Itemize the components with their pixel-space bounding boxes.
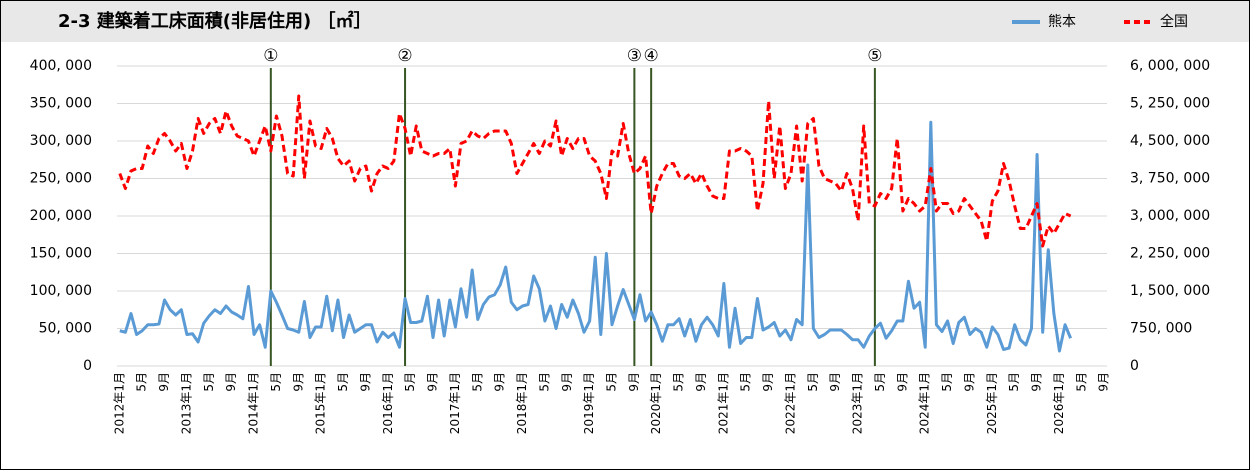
title-bar xyxy=(1,1,1249,42)
x-tick-label: 9月 xyxy=(157,372,171,392)
y-tick-label: 150, 000 xyxy=(30,246,92,262)
x-tick-label: 9月 xyxy=(560,372,574,392)
x-tick-label: 5月 xyxy=(202,372,216,392)
x-tick-label: 2021年1月 xyxy=(716,372,730,434)
x-tick-label: 5月 xyxy=(940,372,954,392)
x-tick-label: 9月 xyxy=(426,372,440,392)
x-tick-label: 9月 xyxy=(493,372,507,392)
y-tick-label: 400, 000 xyxy=(30,58,92,74)
y2-tick-label: 1, 500, 000 xyxy=(1130,283,1210,299)
x-tick-label: 9月 xyxy=(1097,372,1111,392)
x-tick-label: 2019年1月 xyxy=(582,372,596,434)
y2-tick-label: 5, 250, 000 xyxy=(1130,96,1210,112)
x-tick-label: 5月 xyxy=(739,372,753,392)
x-tick-label: 5月 xyxy=(1074,372,1088,392)
legend-label: 熊本 xyxy=(1048,14,1076,30)
x-tick-label: 9月 xyxy=(224,372,238,392)
x-tick-label: 5月 xyxy=(470,372,484,392)
x-tick-label: 9月 xyxy=(627,372,641,392)
y2-tick-label: 6, 000, 000 xyxy=(1130,58,1210,74)
x-tick-label: 2025年1月 xyxy=(985,372,999,434)
x-tick-label: 9月 xyxy=(962,372,976,392)
x-tick-label: 5月 xyxy=(605,372,619,392)
x-tick-label: 5月 xyxy=(672,372,686,392)
x-tick-label: 9月 xyxy=(291,372,305,392)
x-tick-label: 5月 xyxy=(336,372,350,392)
y-tick-label: 200, 000 xyxy=(30,208,92,224)
x-tick-label: 2023年1月 xyxy=(851,372,865,434)
y-tick-label: 0 xyxy=(83,358,92,374)
x-tick-label: 9月 xyxy=(358,372,372,392)
x-tick-label: 2013年1月 xyxy=(179,372,193,434)
x-tick-label: 5月 xyxy=(806,372,820,392)
y2-tick-label: 3, 000, 000 xyxy=(1130,208,1210,224)
y-tick-label: 350, 000 xyxy=(30,96,92,112)
x-tick-label: 9月 xyxy=(895,372,909,392)
x-tick-label: 9月 xyxy=(828,372,842,392)
chart-title: 2-3 建築着工床面積(非居住用) ［㎡］ xyxy=(58,10,372,32)
legend-label: 全国 xyxy=(1160,13,1188,30)
y-tick-label: 50, 000 xyxy=(39,321,92,337)
x-tick-label: 5月 xyxy=(537,372,551,392)
x-tick-label: 9月 xyxy=(694,372,708,392)
x-tick-label: 2020年1月 xyxy=(649,372,663,434)
y2-tick-label: 4, 500, 000 xyxy=(1130,133,1210,149)
x-tick-label: 2024年1月 xyxy=(918,372,932,434)
x-tick-label: 5月 xyxy=(403,372,417,392)
x-tick-label: 2022年1月 xyxy=(783,372,797,434)
x-tick-label: 5月 xyxy=(135,372,149,392)
event-label: ② xyxy=(397,46,412,66)
x-tick-label: 2014年1月 xyxy=(247,372,261,434)
x-tick-label: 2018年1月 xyxy=(515,372,529,434)
event-label: ① xyxy=(263,46,278,66)
x-tick-label: 5月 xyxy=(873,372,887,392)
x-tick-label: 2026年1月 xyxy=(1052,372,1066,434)
y-tick-label: 300, 000 xyxy=(30,133,92,149)
y2-tick-label: 2, 250, 000 xyxy=(1130,246,1210,262)
event-label: ⑤ xyxy=(867,46,882,66)
x-tick-label: 9月 xyxy=(761,372,775,392)
series-line xyxy=(119,120,1073,353)
y2-tick-label: 3, 750, 000 xyxy=(1130,171,1210,187)
x-tick-label: 5月 xyxy=(1007,372,1021,392)
x-tick-label: 2012年1月 xyxy=(112,372,126,434)
y2-tick-label: 750, 000 xyxy=(1130,321,1192,337)
x-tick-label: 2015年1月 xyxy=(314,372,328,434)
x-tick-label: 2016年1月 xyxy=(381,372,395,434)
x-tick-label: 5月 xyxy=(269,372,283,392)
x-tick-label: 9月 xyxy=(1030,372,1044,392)
y-tick-label: 100, 000 xyxy=(30,283,92,299)
y-tick-label: 250, 000 xyxy=(30,171,92,187)
event-label: ④ xyxy=(644,46,659,66)
y2-tick-label: 0 xyxy=(1130,358,1139,374)
x-tick-label: 2017年1月 xyxy=(448,372,462,434)
event-label: ③ xyxy=(627,46,642,66)
series-line xyxy=(118,94,1072,248)
